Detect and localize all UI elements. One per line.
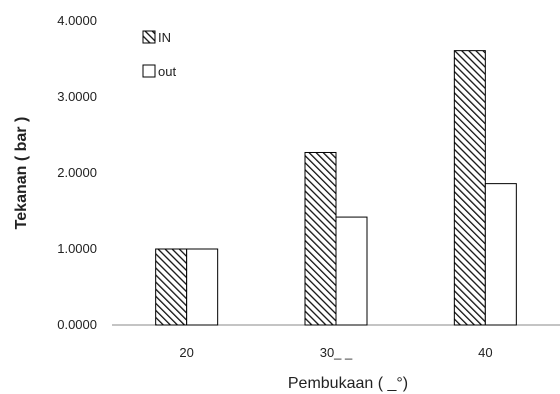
legend-swatch-in <box>142 30 156 44</box>
y-tick-label: 1.0000 <box>57 241 97 256</box>
bar-in-0 <box>155 248 188 326</box>
x-axis-title: Pembukaan ( _°) <box>288 375 408 392</box>
y-axis-title: Tekanan ( bar ) <box>13 117 30 230</box>
x-axis-ticks: 20 30_ _ 40 <box>179 345 492 360</box>
bar-in-2 <box>453 50 486 326</box>
y-axis-ticks: 0.0000 1.0000 2.0000 3.0000 4.0000 <box>57 13 97 332</box>
legend-swatch-out <box>142 64 156 78</box>
y-tick-label: 4.0000 <box>57 13 97 28</box>
legend-label-in: IN <box>158 30 171 45</box>
legend: IN out <box>142 30 176 79</box>
bar-out-2 <box>484 183 517 326</box>
y-tick-label: 0.0000 <box>57 317 97 332</box>
y-tick-label: 2.0000 <box>57 165 97 180</box>
bar-out-1 <box>335 216 368 326</box>
x-tick-label: 30_ _ <box>320 345 353 360</box>
legend-label-out: out <box>158 64 176 79</box>
x-tick-label: 20 <box>179 345 193 360</box>
y-tick-label: 3.0000 <box>57 89 97 104</box>
x-tick-label: 40 <box>478 345 492 360</box>
bar-in-1 <box>304 151 337 326</box>
bars <box>155 50 517 326</box>
bar-out-0 <box>186 248 219 326</box>
